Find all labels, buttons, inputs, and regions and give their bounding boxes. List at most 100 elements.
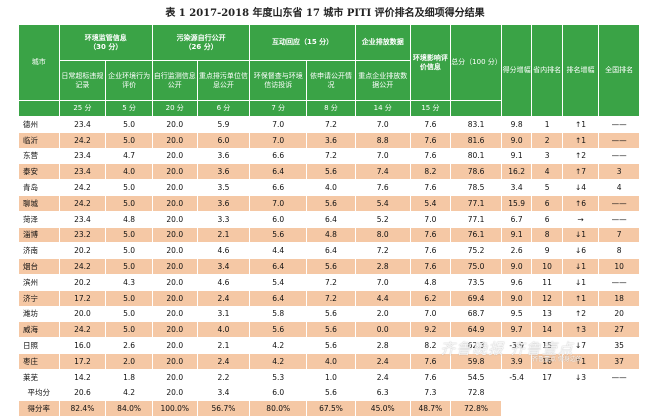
table-cell: 11 xyxy=(531,273,563,291)
table-cell: 7.2 xyxy=(354,242,411,260)
table-cell: 0.0 xyxy=(354,321,411,339)
table-row: 日照 16.0 2.6 20.0 2.1 4.2 5.6 2.8 8.2 62.3 -3.9 15 ↓7… xyxy=(18,337,640,354)
city-name: 淄博 xyxy=(18,226,60,244)
table-cell: 83.1 xyxy=(450,116,502,133)
table-cell: 5.0 xyxy=(105,321,153,339)
table-cell: 3.9 xyxy=(500,352,533,370)
table-row: 青岛 24.2 5.0 20.0 3.5 6.6 4.0 7.6 7.6 78.5 3.4 5 ↓4 4 xyxy=(18,179,640,196)
header-key-emission: 重点企业排放数据公开 xyxy=(354,60,411,101)
table-cell: 20.0 xyxy=(151,289,198,307)
table-cell: 48.7% xyxy=(409,400,452,417)
city-name: 德州 xyxy=(18,116,60,133)
table-cell: 8.0 xyxy=(354,226,411,244)
table-row: 滨州 20.2 4.3 20.0 4.6 5.4 7.2 7.0 4.8 73.5 9.6 11 ↓1—… xyxy=(18,273,640,291)
table-cell: 20.0 xyxy=(151,384,198,402)
table-cell: 72.8% xyxy=(450,400,502,417)
table-row: 枣庄 17.2 2.0 20.0 2.4 4.2 4.0 2.4 7.6 59.8 3.9 16 ↑1 3… xyxy=(18,352,640,370)
city-name: 泰安 xyxy=(18,163,60,181)
table-cell: 20.0 xyxy=(151,242,198,260)
table-cell: 1.8 xyxy=(105,368,153,386)
table-cell: 20.0 xyxy=(151,337,198,354)
table-cell: 35 xyxy=(598,337,640,354)
table-cell: —— xyxy=(598,147,640,165)
table-cell: 59.8 xyxy=(450,352,502,370)
table-cell: —— xyxy=(598,368,640,386)
city-name: 日照 xyxy=(18,337,60,354)
table-cell: 7.6 xyxy=(409,131,452,149)
table-cell: 72.8 xyxy=(450,384,502,402)
table-cell: 4.7 xyxy=(105,147,153,165)
table-cell: 64.9 xyxy=(450,321,502,339)
table-cell: ↓1 xyxy=(561,273,600,291)
table-row: 临沂 24.2 5.0 20.0 6.0 7.0 3.6 8.8 7.6 81.6 9.0 2 ↑1 —— xyxy=(18,131,640,149)
header-interaction: 互动回应（15 分） xyxy=(249,24,356,61)
table-cell: 5.6 xyxy=(306,305,356,323)
table-row: 莱芜 14.2 1.8 20.0 2.2 5.3 1.0 2.4 7.6 54.5 -5.4 17 ↓3… xyxy=(18,368,640,386)
city-name: 济南 xyxy=(18,242,60,260)
table-cell: 3.4 xyxy=(196,258,251,275)
table-cell: 7.2 xyxy=(306,147,356,165)
table-cell: 9.7 xyxy=(500,321,533,339)
header-blank xyxy=(18,100,60,117)
table-cell: 5.6 xyxy=(249,321,308,339)
table-cell: 4.8 xyxy=(409,273,452,291)
table-cell: 20.0 xyxy=(151,321,198,339)
table-cell: ↓6 xyxy=(561,242,600,260)
table-cell: 7.4 xyxy=(354,163,411,181)
table-cell: 6.0 xyxy=(196,131,251,149)
table-cell: 7.6 xyxy=(409,242,452,260)
table-cell: 4.2 xyxy=(249,352,308,370)
table-cell: ↑1 xyxy=(561,352,600,370)
table-title: 表 1 2017-2018 年度山东省 17 城市 PITI 评价排名及细项得分… xyxy=(165,8,485,19)
table-cell: 2.8 xyxy=(354,258,411,275)
header-violation-records: 日常超标违规记录 xyxy=(58,60,107,101)
table-cell: 17.2 xyxy=(58,352,107,370)
table-cell: 20.0 xyxy=(151,147,198,165)
table-cell: 7 xyxy=(598,226,640,244)
table-cell: 4.8 xyxy=(105,210,153,228)
table-cell: 9.0 xyxy=(500,258,533,275)
table-cell: 5.8 xyxy=(249,305,308,323)
header-emission-data: 企业排放数据 xyxy=(354,24,411,61)
table-cell: 20.0 xyxy=(151,210,198,228)
table-cell: 5.4 xyxy=(409,194,452,212)
table-cell: 6.7 xyxy=(500,210,533,228)
table-cell: 4.4 xyxy=(249,242,308,260)
table-cell: 81.6 xyxy=(450,131,502,149)
table-cell: 3.6 xyxy=(196,163,251,181)
city-name: 临沂 xyxy=(18,131,60,149)
table-cell: 5.3 xyxy=(249,368,308,386)
table-cell: 1.0 xyxy=(306,368,356,386)
table-cell: 9.2 xyxy=(409,321,452,339)
table-cell: 6.3 xyxy=(354,384,411,402)
table-cell: ↑1 xyxy=(561,131,600,149)
table-cell: 84.0% xyxy=(105,400,153,417)
table-cell: 56.7% xyxy=(196,400,251,417)
table-cell: 16 xyxy=(531,352,563,370)
table-cell: 6.2 xyxy=(409,289,452,307)
table-cell: 7.6 xyxy=(409,226,452,244)
table-cell: 23.2 xyxy=(58,226,107,244)
table-cell: ↑3 xyxy=(561,321,600,339)
table-cell: 3.1 xyxy=(196,305,251,323)
table-cell: 7.6 xyxy=(409,258,452,275)
table-cell: 24.2 xyxy=(58,179,107,196)
table-cell: 20.0 xyxy=(151,179,198,196)
score-rate-row: 得分率 82.4% 84.0% 100.0% 56.7% 80.0% 67.5%… xyxy=(18,400,641,417)
table-cell: 12 xyxy=(531,289,563,307)
table-cell: 20.0 xyxy=(58,305,107,323)
table-cell: 3.6 xyxy=(196,147,251,165)
table-cell: ↑1 xyxy=(561,289,600,307)
table-cell: 2 xyxy=(531,131,563,149)
city-name: 菏泽 xyxy=(18,210,60,228)
table-cell: ↑6 xyxy=(561,194,600,212)
table-cell: 4.3 xyxy=(105,273,153,291)
table-cell: 7.6 xyxy=(409,179,452,196)
watermark-sub: 齐鲁壹点 你身边的 xyxy=(532,356,582,363)
table-cell: 4.4 xyxy=(354,289,411,307)
table-cell: 20.6 xyxy=(58,384,107,402)
table-cell: -5.4 xyxy=(500,368,533,386)
table-cell: 100.0% xyxy=(151,400,198,417)
table-cell: 8 xyxy=(531,226,563,244)
header-increase: 得分增幅 xyxy=(500,24,533,117)
